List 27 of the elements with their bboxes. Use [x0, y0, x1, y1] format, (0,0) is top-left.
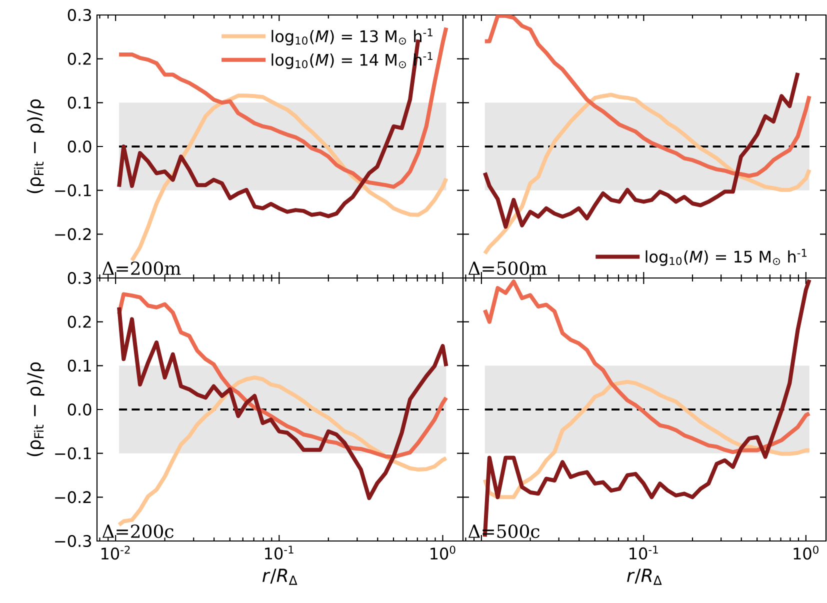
annotation: Δ=200m — [102, 261, 181, 276]
legend-label: log$_{10}$(M) = 15 M$_{⊙}$ h$^{-1}$ — [646, 248, 807, 266]
y-tick-label: 0.0 — [68, 403, 92, 416]
y-axis-title: (ρ$_{Fit}$ − ρ)/ρ — [26, 99, 44, 194]
y-tick-label: −0.2 — [55, 491, 91, 504]
x-axis-title: r/R$_{Δ}$ — [627, 568, 662, 585]
legend-label: log$_{10}$(M) = 13 M$_{⊙}$ h$^{-1}$ — [272, 28, 432, 46]
y-tick-label: −0.1 — [55, 447, 91, 460]
x-tick-label: 10$^{0}$ — [794, 546, 818, 560]
x-axis-title: r/R$_{Δ}$ — [262, 568, 298, 585]
y-axis-title: (ρ$_{Fit}$ − ρ)/ρ — [26, 362, 44, 456]
y-tick-label: −0.3 — [55, 534, 91, 548]
y-tick-label: −0.1 — [55, 184, 91, 196]
y-tick-label: 0.3 — [68, 272, 91, 284]
y-tick-label: −0.2 — [55, 228, 91, 240]
y-tick-label: 0.1 — [68, 360, 91, 372]
y-tick-label: 0.1 — [68, 96, 91, 109]
x-tick-label: 10$^{0}$ — [430, 546, 456, 560]
y-tick-label: 0.3 — [68, 8, 91, 22]
y-tick-label: 0.2 — [68, 52, 91, 65]
x-tick-label: 10$^{-2}$ — [102, 546, 130, 560]
x-tick-label: 10$^{-1}$ — [630, 546, 658, 560]
annotation: Δ=500m — [468, 261, 547, 276]
annotation: Δ=200c — [102, 524, 174, 538]
x-tick-label: 10$^{-1}$ — [265, 546, 294, 560]
y-tick-label: 0.0 — [68, 140, 92, 153]
y-tick-label: 0.2 — [68, 316, 91, 328]
